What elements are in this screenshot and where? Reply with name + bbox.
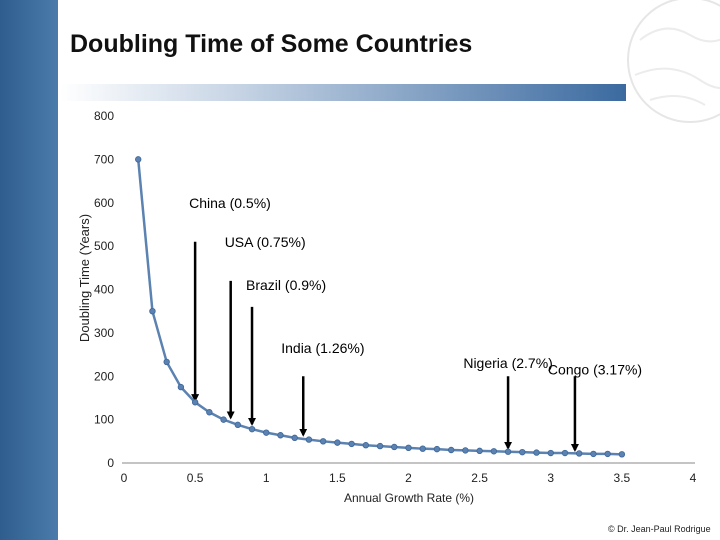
data-point — [376, 442, 384, 450]
y-tick-label: 0 — [107, 456, 114, 470]
annotation-label: China (0.5%) — [189, 195, 271, 211]
data-point — [263, 429, 270, 436]
data-point — [405, 444, 412, 452]
data-point — [504, 448, 512, 455]
data-point — [419, 445, 426, 452]
x-tick-label: 2 — [405, 471, 412, 485]
data-point — [391, 443, 398, 451]
y-tick-label: 400 — [94, 283, 114, 297]
annotation-label: USA (0.75%) — [225, 234, 306, 250]
x-tick-label: 3 — [547, 471, 554, 485]
data-point — [277, 432, 284, 439]
data-point — [490, 448, 498, 455]
data-point — [362, 442, 370, 449]
data-point — [220, 416, 227, 423]
data-point — [163, 358, 170, 366]
credit-text: © Dr. Jean-Paul Rodrigue — [608, 524, 711, 534]
data-point — [533, 449, 540, 456]
data-point — [618, 451, 626, 458]
slide-title: Doubling Time of Some Countries — [70, 30, 473, 58]
globe-watermark — [627, 0, 720, 123]
x-tick-label: 2.5 — [471, 471, 488, 485]
data-point — [305, 436, 313, 443]
data-point — [206, 409, 213, 416]
annotation-label: Nigeria (2.7%) — [463, 355, 552, 371]
data-point — [519, 448, 526, 456]
annotation-label: Congo (3.17%) — [548, 362, 642, 378]
slide-side-bar — [0, 0, 58, 540]
data-point — [135, 156, 142, 163]
data-point — [476, 447, 483, 455]
x-tick-label: 4 — [690, 471, 697, 485]
y-tick-label: 300 — [94, 326, 114, 340]
data-point — [547, 449, 554, 457]
data-point — [177, 383, 185, 391]
data-point — [561, 449, 569, 457]
y-tick-label: 800 — [94, 109, 114, 123]
data-point — [248, 425, 256, 433]
y-tick-label: 600 — [94, 196, 114, 210]
data-point — [191, 399, 199, 406]
data-point — [590, 450, 597, 458]
x-tick-label: 3.5 — [614, 471, 631, 485]
data-point — [334, 439, 341, 446]
data-point — [319, 438, 327, 445]
annotation-label: Brazil (0.9%) — [246, 277, 326, 293]
data-point — [291, 434, 298, 442]
x-axis-title: Annual Growth Rate (%) — [344, 491, 474, 505]
data-point — [447, 446, 455, 454]
x-tick-label: 0.5 — [187, 471, 204, 485]
data-point — [348, 440, 355, 448]
data-point — [462, 447, 469, 454]
y-tick-label: 200 — [94, 369, 114, 383]
y-tick-label: 700 — [94, 152, 114, 166]
x-tick-label: 1.5 — [329, 471, 346, 485]
annotation-label: India (1.26%) — [281, 340, 364, 356]
data-point — [234, 421, 241, 429]
data-point — [149, 307, 156, 315]
data-point — [604, 450, 611, 458]
title-gradient-rule — [60, 84, 626, 101]
data-point — [433, 445, 441, 453]
x-tick-label: 0 — [121, 471, 128, 485]
y-tick-label: 100 — [94, 413, 114, 427]
x-tick-label: 1 — [263, 471, 270, 485]
data-point — [576, 450, 583, 457]
y-tick-label: 500 — [94, 239, 114, 253]
y-axis-title: Doubling Time (Years) — [77, 214, 92, 342]
